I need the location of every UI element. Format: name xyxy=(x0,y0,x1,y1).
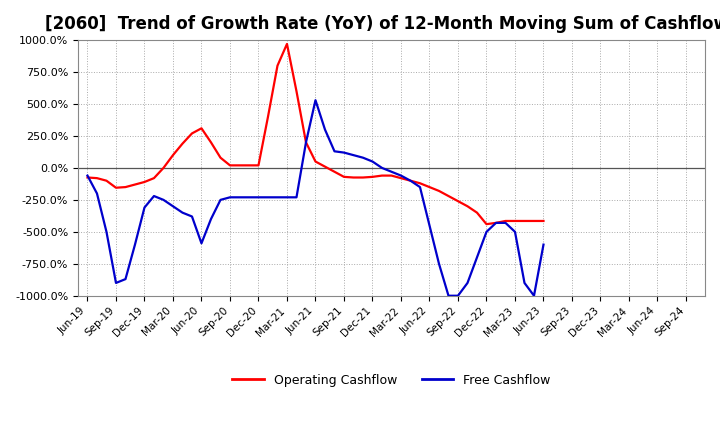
Legend: Operating Cashflow, Free Cashflow: Operating Cashflow, Free Cashflow xyxy=(228,369,556,392)
Title: [2060]  Trend of Growth Rate (YoY) of 12-Month Moving Sum of Cashflows: [2060] Trend of Growth Rate (YoY) of 12-… xyxy=(45,15,720,33)
